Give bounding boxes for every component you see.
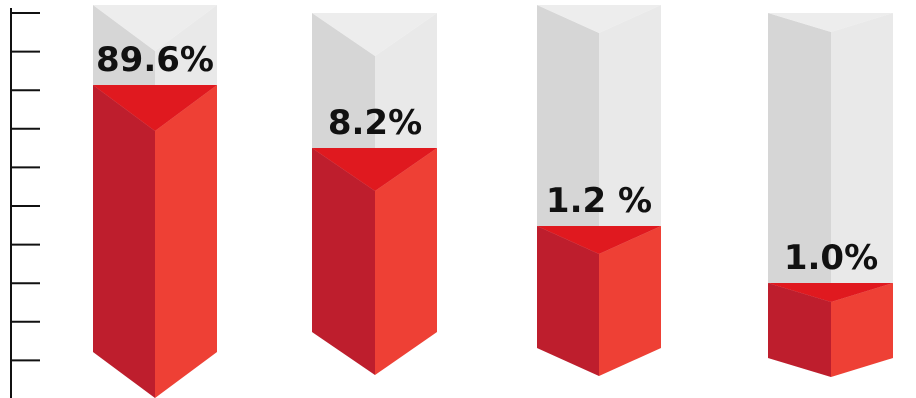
ghost-top-face xyxy=(312,13,437,56)
bar-left-face xyxy=(312,148,375,375)
ghost-top-face xyxy=(768,13,893,32)
data-label: 1.0% xyxy=(784,238,878,278)
data-label: 8.2% xyxy=(328,103,422,143)
bar-left-face xyxy=(768,283,831,377)
bar-top-face xyxy=(537,226,661,254)
bar-right-face xyxy=(375,148,437,375)
bar-2 xyxy=(312,13,437,375)
bar-left-face xyxy=(93,85,155,398)
bar-right-face xyxy=(599,226,661,376)
bar-top-face xyxy=(312,148,437,191)
bar-right-face xyxy=(831,283,893,377)
data-label: 89.6% xyxy=(96,40,214,80)
value-labels: 89.6% 8.2% 1.2 % 1.0% xyxy=(96,40,878,278)
bar-3 xyxy=(537,5,661,376)
bar-4 xyxy=(768,13,893,377)
y-axis xyxy=(10,8,40,398)
bar-right-face xyxy=(155,85,217,398)
bar-left-face xyxy=(537,226,599,376)
bar-1 xyxy=(93,5,217,398)
ghost-top-face xyxy=(537,5,661,33)
bars xyxy=(93,5,893,398)
bar-top-face xyxy=(93,85,217,131)
bar-top-face xyxy=(768,283,893,302)
ghost-top-face xyxy=(93,5,217,51)
data-label: 1.2 % xyxy=(546,181,652,221)
